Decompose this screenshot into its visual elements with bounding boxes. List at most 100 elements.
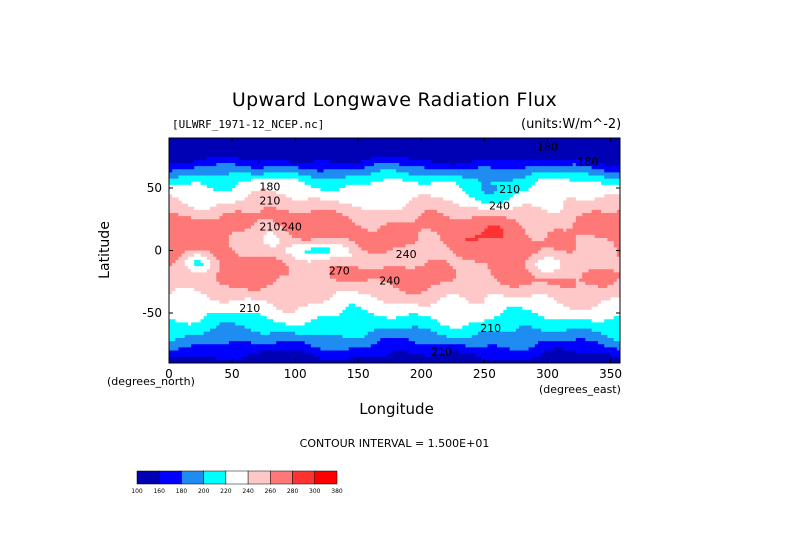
heatmap-cell <box>553 138 558 142</box>
heatmap-cell <box>418 194 422 198</box>
heatmap-cell <box>459 228 463 233</box>
heatmap-cell <box>585 181 589 186</box>
heatmap-cell <box>377 222 381 226</box>
heatmap-cell <box>323 238 328 242</box>
heatmap-cell <box>298 150 302 155</box>
heatmap-cell <box>585 200 589 205</box>
heatmap-cell <box>588 178 593 183</box>
heatmap-cell <box>241 228 246 233</box>
heatmap-cell <box>465 188 470 192</box>
heatmap-cell <box>301 184 306 189</box>
heatmap-cell <box>544 228 548 233</box>
heatmap-cell <box>187 225 192 230</box>
heatmap-cell <box>355 231 359 236</box>
heatmap-cell <box>317 222 321 226</box>
heatmap-cell <box>396 234 400 239</box>
heatmap-cell <box>408 166 413 170</box>
heatmap-cell <box>213 216 217 220</box>
heatmap-cell <box>503 178 507 183</box>
heatmap-cell <box>418 147 422 151</box>
heatmap-cell <box>396 197 400 201</box>
heatmap-cell <box>329 172 334 176</box>
heatmap-cell <box>200 184 205 189</box>
heatmap-cell <box>430 194 435 198</box>
heatmap-cell <box>566 200 570 205</box>
heatmap-cell <box>282 184 287 189</box>
heatmap-cell <box>380 216 384 220</box>
heatmap-cell <box>515 194 520 198</box>
heatmap-cell <box>585 213 589 217</box>
heatmap-cell <box>301 206 306 211</box>
heatmap-cell <box>446 156 451 161</box>
heatmap-cell <box>314 184 318 189</box>
heatmap-cell <box>295 225 299 230</box>
heatmap-cell <box>459 172 463 176</box>
heatmap-cell <box>597 144 602 148</box>
heatmap-cell <box>509 203 514 208</box>
heatmap-cell <box>228 147 233 151</box>
heatmap-cell <box>210 181 214 186</box>
heatmap-cell <box>178 147 183 151</box>
heatmap-cell <box>228 163 233 167</box>
heatmap-cell <box>247 197 252 201</box>
heatmap-cell <box>579 228 583 233</box>
heatmap-cell <box>443 141 447 145</box>
heatmap-cell <box>503 169 507 173</box>
heatmap-cell <box>604 178 608 183</box>
heatmap-cell <box>203 138 208 142</box>
heatmap-cell <box>424 197 429 201</box>
heatmap-cell <box>367 197 372 201</box>
heatmap-cell <box>566 225 570 230</box>
heatmap-cell <box>377 194 381 198</box>
heatmap-cell <box>263 181 268 186</box>
heatmap-cell <box>440 153 444 158</box>
heatmap-cell <box>512 222 517 226</box>
heatmap-cell <box>579 203 583 208</box>
heatmap-cell <box>323 200 328 205</box>
heatmap-cell <box>515 178 520 183</box>
heatmap-cell <box>465 200 470 205</box>
heatmap-cell <box>169 191 173 195</box>
heatmap-cell <box>203 244 208 248</box>
heatmap-cell <box>456 194 460 198</box>
heatmap-cell <box>323 209 328 214</box>
heatmap-cell <box>263 203 268 208</box>
heatmap-cell <box>588 228 593 233</box>
heatmap-cell <box>487 181 492 186</box>
heatmap-cell <box>601 178 605 183</box>
heatmap-cell <box>273 200 277 205</box>
heatmap-cell <box>244 188 249 192</box>
heatmap-cell <box>575 150 580 155</box>
heatmap-cell <box>579 150 583 155</box>
heatmap-cell <box>579 241 583 245</box>
heatmap-cell <box>254 153 258 158</box>
heatmap-cell <box>613 188 618 192</box>
heatmap-cell <box>285 241 290 245</box>
heatmap-cell <box>392 238 397 242</box>
heatmap-cell <box>323 178 328 183</box>
heatmap-cell <box>541 169 545 173</box>
heatmap-cell <box>333 175 337 180</box>
heatmap-cell <box>560 206 564 211</box>
heatmap-cell <box>184 163 189 167</box>
heatmap-cell <box>610 219 615 223</box>
heatmap-cell <box>178 231 183 236</box>
heatmap-cell <box>528 178 533 183</box>
heatmap-cell <box>219 228 224 233</box>
heatmap-cell <box>244 156 249 161</box>
heatmap-cell <box>380 184 384 189</box>
heatmap-cell <box>452 203 457 208</box>
heatmap-cell <box>358 244 362 248</box>
heatmap-cell <box>187 213 192 217</box>
heatmap-cell <box>597 197 602 201</box>
heatmap-cell <box>329 213 334 217</box>
heatmap-cell <box>440 172 444 176</box>
heatmap-cell <box>487 194 492 198</box>
heatmap-cell <box>367 241 372 245</box>
heatmap-cell <box>228 238 233 242</box>
heatmap-cell <box>361 138 365 142</box>
heatmap-cell <box>566 172 570 176</box>
heatmap-cell <box>443 206 447 211</box>
heatmap-cell <box>569 206 574 211</box>
heatmap-cell <box>446 181 451 186</box>
